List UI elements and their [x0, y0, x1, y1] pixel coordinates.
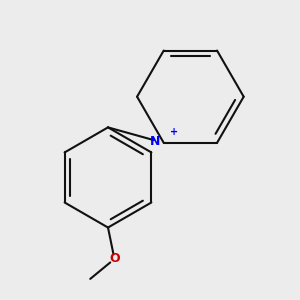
Text: +: +	[169, 127, 178, 137]
Text: N: N	[149, 135, 160, 148]
Text: O: O	[110, 252, 120, 265]
